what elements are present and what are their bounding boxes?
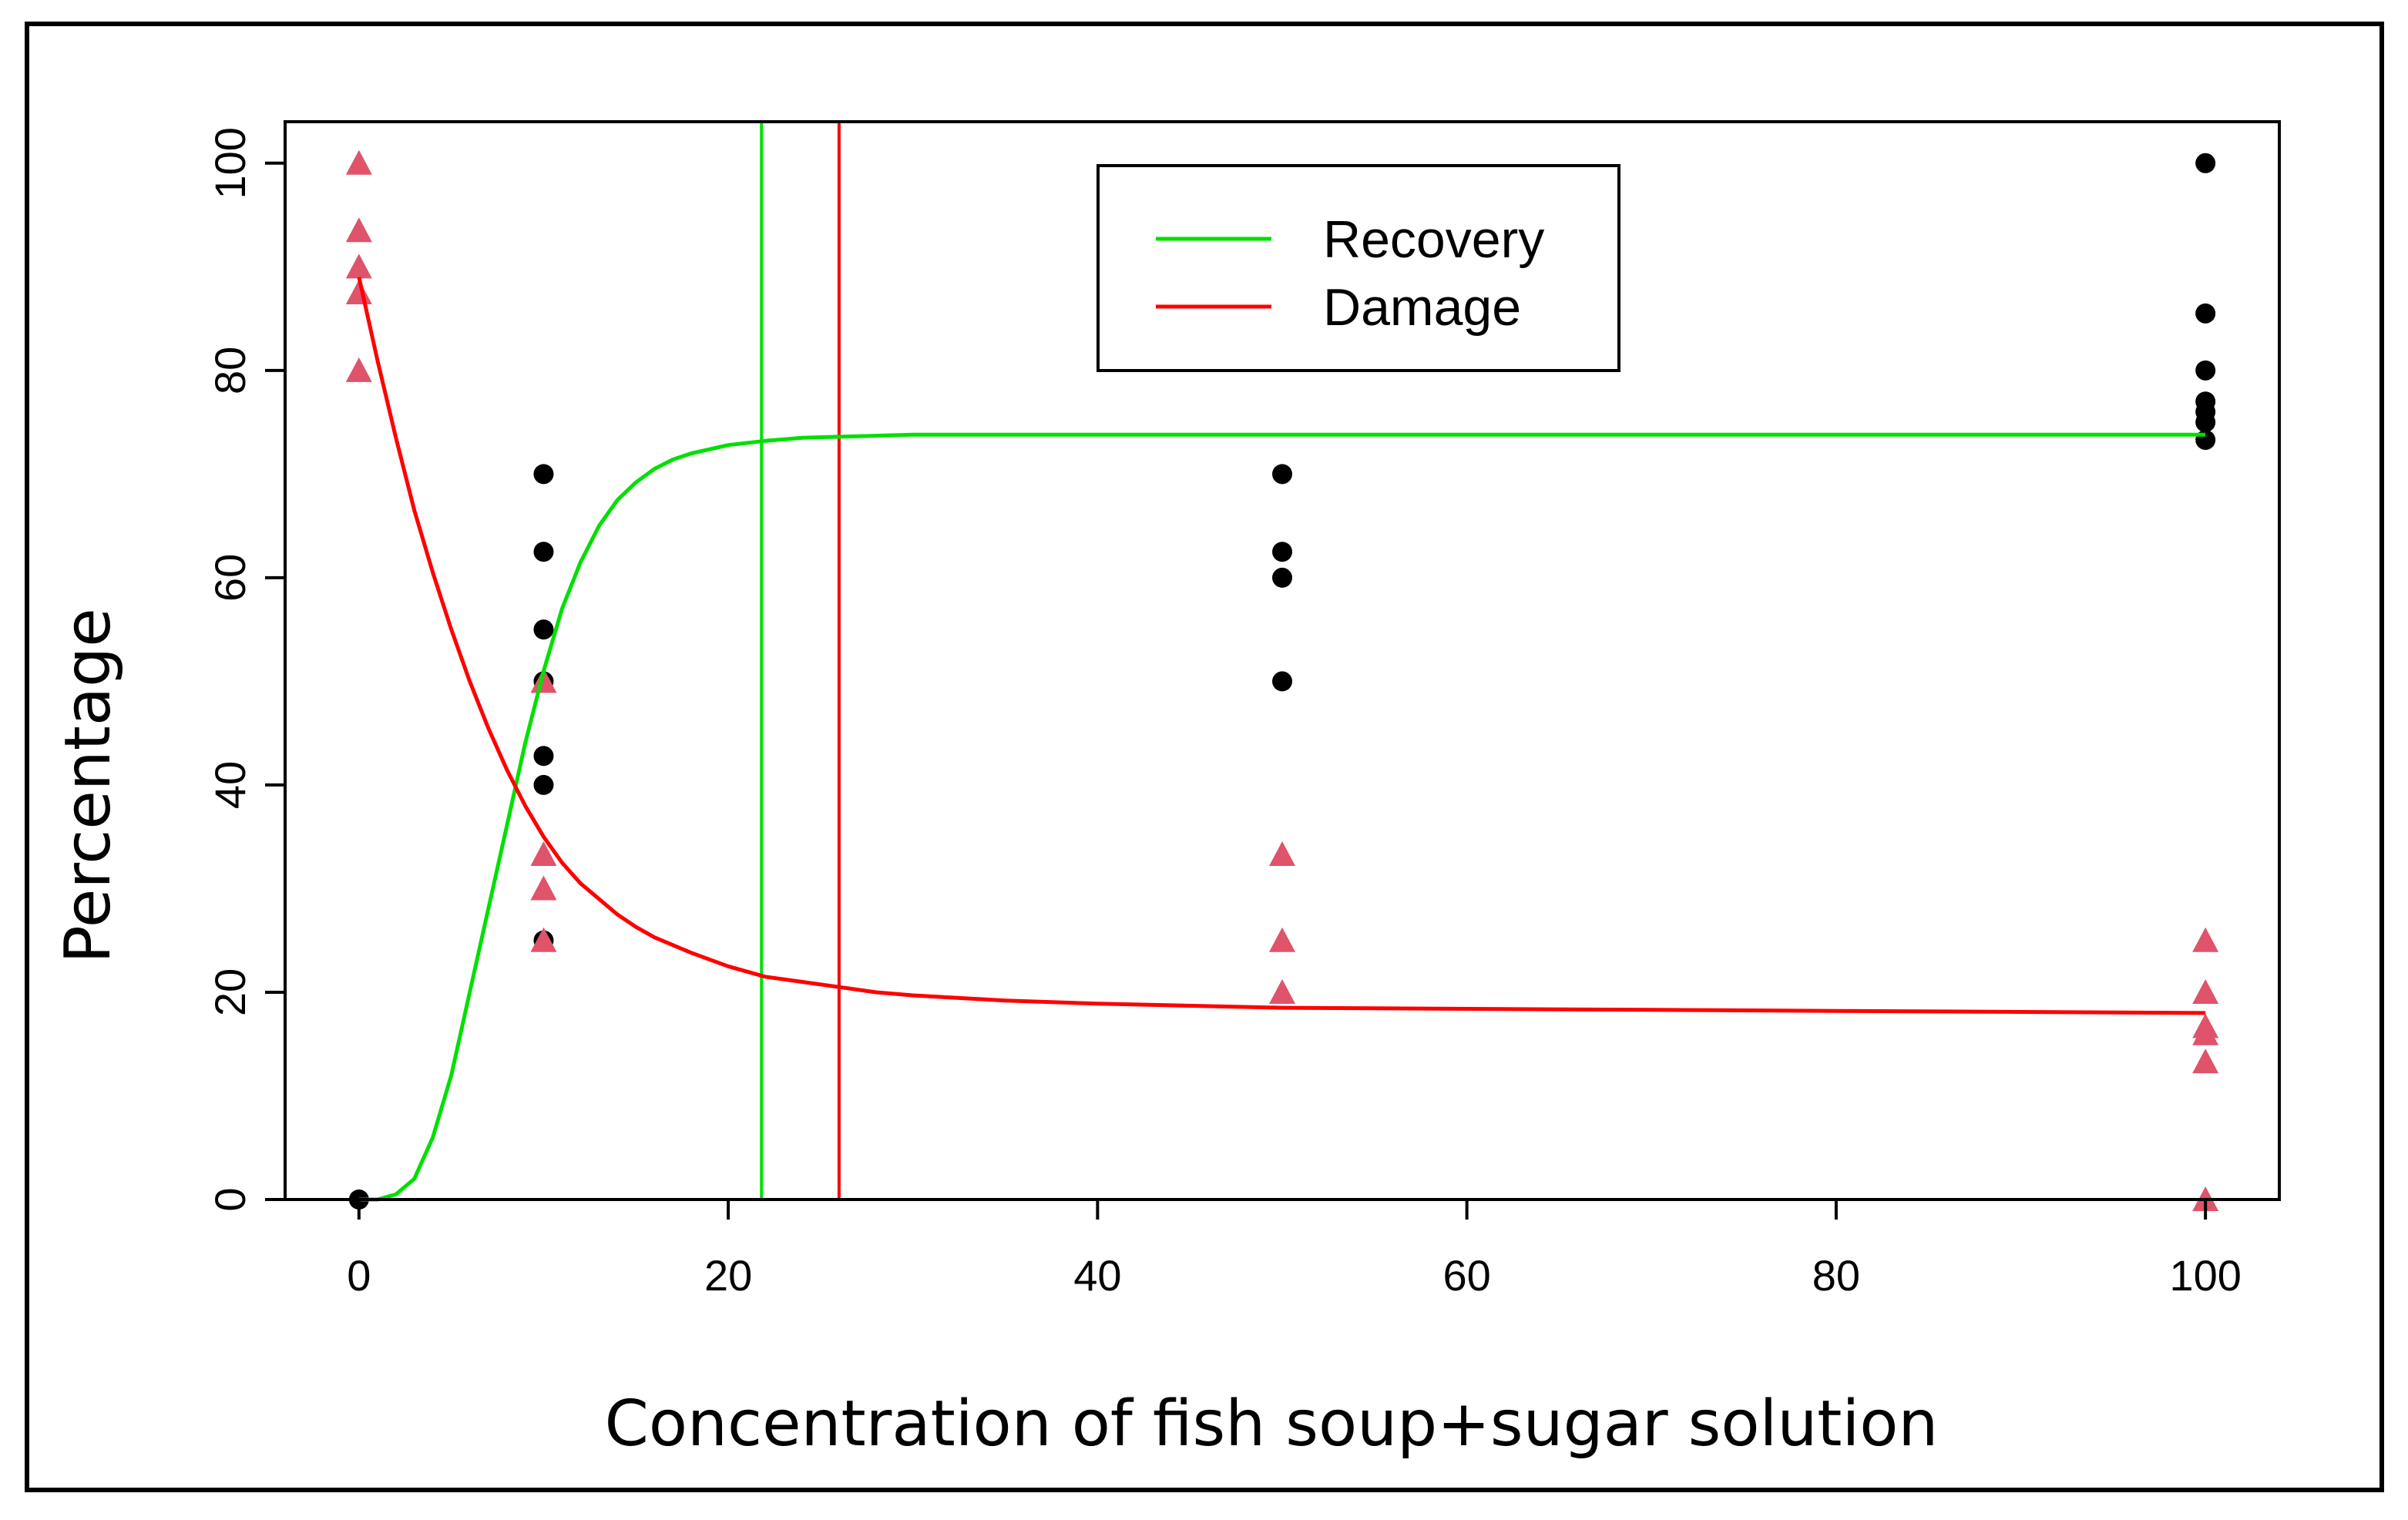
legend-label-recovery: Recovery [1323, 210, 1544, 269]
damage-point [530, 668, 557, 693]
x-tick-label: 40 [1073, 1251, 1121, 1300]
axes: 0 20 40 60 80 100 0 20 40 60 80 100 [206, 120, 2281, 1300]
recovery-point [2195, 303, 2216, 324]
recovery-point [533, 619, 554, 640]
recovery-point [1272, 464, 1292, 485]
x-tick-label: 20 [704, 1251, 752, 1300]
x-axis-title: Concentration of fish soup+sugar solutio… [605, 1387, 1939, 1461]
recovery-point [533, 774, 554, 795]
damage-curve [357, 277, 2206, 1015]
damage-point [1269, 978, 1295, 1004]
recovery-curve [358, 432, 2206, 1202]
damage-point [2192, 978, 2219, 1004]
damage-point [345, 217, 372, 243]
recovery-point [2195, 153, 2216, 173]
damage-point [345, 149, 372, 175]
x-tick-label: 80 [1812, 1251, 1860, 1300]
y-axis-title: Percentage [52, 608, 125, 963]
recovery-point [2195, 360, 2216, 381]
recovery-point [533, 746, 554, 767]
damage-point [530, 927, 557, 952]
y-tick-label: 40 [206, 761, 254, 809]
x-tick-label: 100 [2169, 1251, 2241, 1300]
recovery-point [533, 542, 554, 562]
damage-point [530, 875, 557, 901]
damage-point [2192, 1049, 2219, 1074]
figure-frame [25, 22, 2384, 1492]
damage-point [530, 841, 557, 867]
y-tick-label: 80 [206, 347, 254, 394]
damage-point [345, 357, 372, 382]
recovery-point [1272, 671, 1292, 692]
recovery-point [533, 464, 554, 485]
damage-point [345, 253, 372, 279]
y-tick-label: 100 [206, 127, 254, 199]
recovery-point [2195, 412, 2216, 433]
damage-point [2192, 927, 2219, 952]
y-tick-label: 0 [206, 1187, 254, 1211]
legend-label-damage: Damage [1323, 278, 1521, 337]
x-tick-label: 60 [1442, 1251, 1490, 1300]
damage-point [2192, 1020, 2219, 1045]
y-tick-label: 20 [206, 968, 254, 1016]
legend-box [1097, 164, 1620, 372]
damage-point [1269, 927, 1295, 952]
plot-area [345, 122, 2219, 1211]
x-tick-label: 0 [347, 1251, 371, 1300]
plot-box [284, 120, 2281, 1201]
legend: Recovery Damage [1097, 164, 1620, 372]
y-tick-label: 60 [206, 554, 254, 602]
recovery-point [1272, 567, 1292, 588]
damage-point [1269, 841, 1295, 867]
recovery-point [1272, 542, 1292, 562]
